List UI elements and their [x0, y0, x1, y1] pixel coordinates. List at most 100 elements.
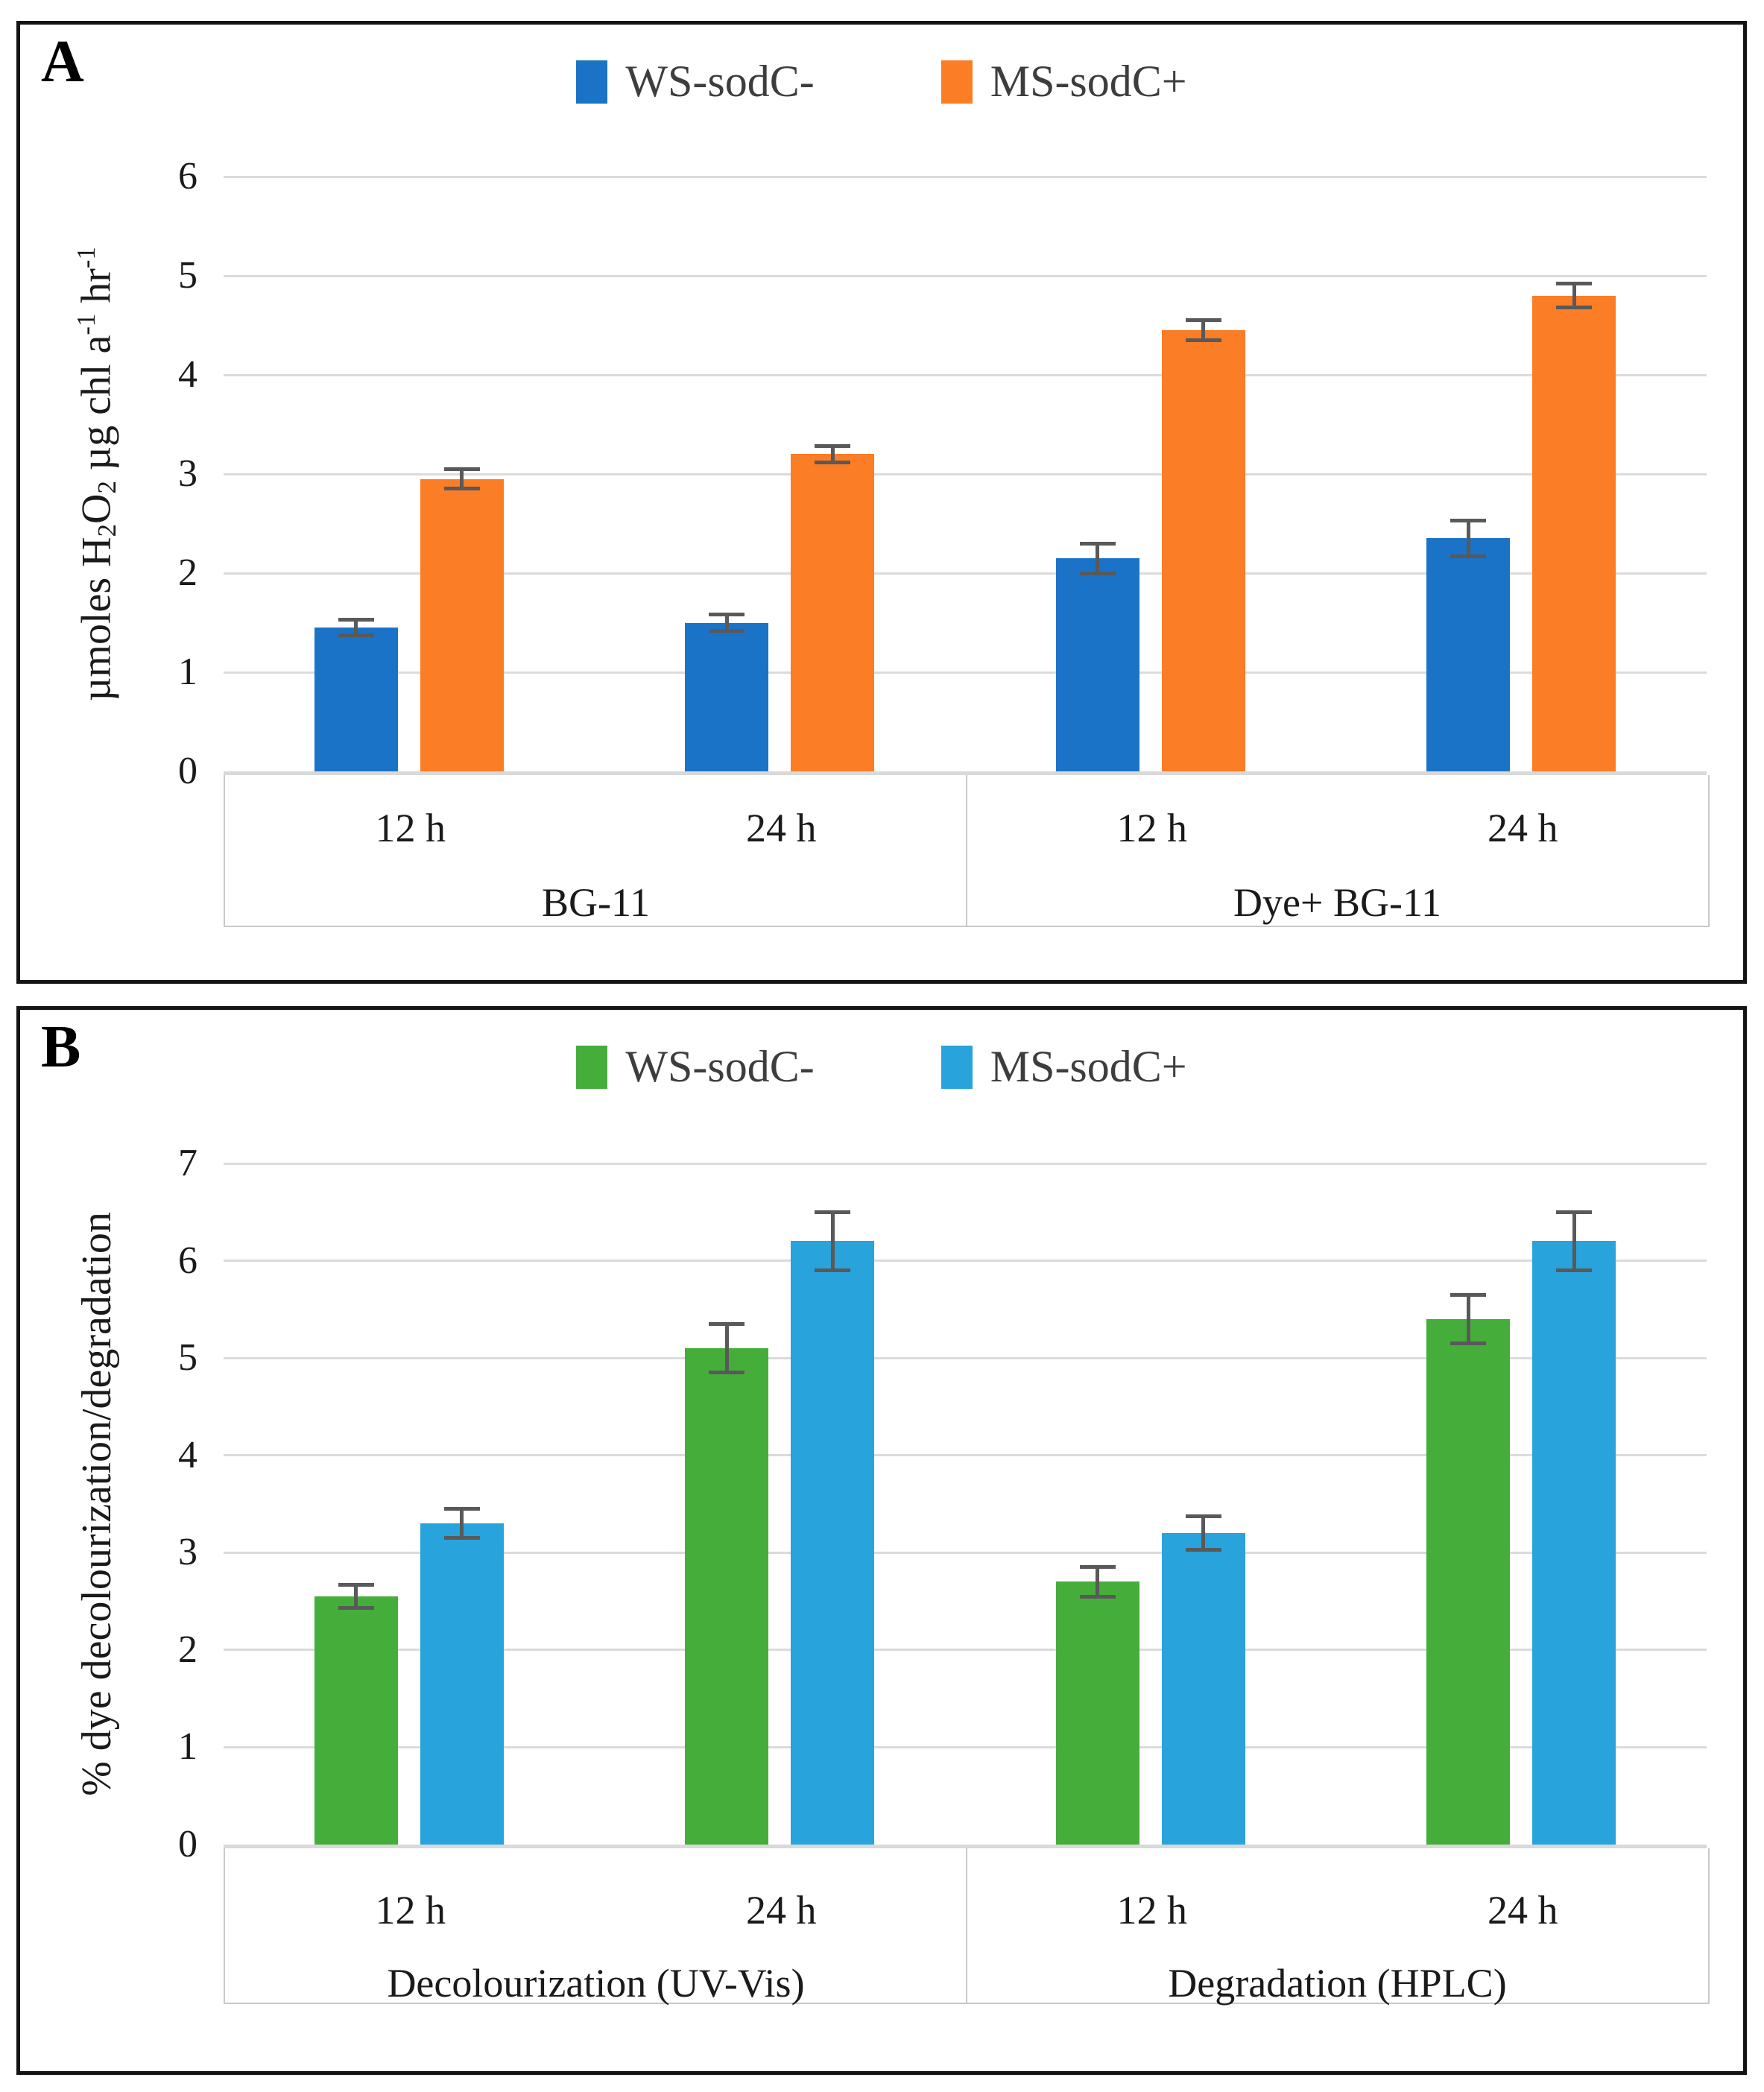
error-bar-cap — [1185, 1547, 1221, 1552]
error-bar-cap — [709, 613, 745, 617]
legend-label: MS-sodC+ — [990, 57, 1187, 106]
legend-item-ms-sodc: MS-sodC+ — [941, 1041, 1187, 1093]
error-bar-cap — [709, 1371, 745, 1375]
error-bar — [1096, 1567, 1100, 1597]
legend-item-ws-sodc: WS-sodC- — [576, 1041, 815, 1093]
error-bar-cap — [1556, 306, 1593, 310]
gridline — [224, 671, 1707, 674]
x-group-label: BG-11 — [542, 880, 650, 925]
error-bar-cap — [443, 487, 480, 491]
y-tick-label: 4 — [178, 1433, 197, 1476]
error-bar-cap — [815, 444, 851, 449]
error-bar-cap — [338, 633, 374, 638]
legend-label: WS-sodC- — [625, 57, 815, 106]
y-tick-label: 0 — [178, 750, 197, 792]
x-axis-group-divider — [966, 775, 967, 926]
y-tick-label: 6 — [178, 1239, 197, 1282]
gridline — [224, 1162, 1707, 1165]
gridline — [224, 1356, 1707, 1359]
bar-ws-sodc-g1 — [314, 628, 398, 771]
bar-ms-sodc-g2 — [791, 454, 875, 771]
error-bar — [1201, 1516, 1206, 1550]
bar-ws-sodc-g2 — [685, 1348, 769, 1845]
x-tick-label: 12 h — [375, 806, 446, 850]
y-axis-title-segment: 2 — [92, 524, 122, 537]
bar-ms-sodc-g4 — [1532, 1241, 1616, 1845]
bar-ws-sodc-g3 — [1055, 558, 1139, 771]
panel-a: A WS-sodC- MS-sodC+ µmoles H2O2 µg chl a-… — [16, 21, 1747, 984]
bar-ws-sodc-g1 — [314, 1596, 398, 1845]
error-bar-cap — [443, 1507, 480, 1511]
panel-a-plot-area: 0 1 2 3 4 5 6 — [178, 157, 1707, 791]
gridline — [224, 373, 1707, 376]
gridline — [224, 274, 1707, 277]
bar-ms-sodc-g1 — [420, 1523, 504, 1845]
error-bar-cap — [338, 618, 374, 622]
error-bar-cap — [1185, 1514, 1221, 1519]
y-axis-title-segment: µmoles H — [73, 537, 120, 701]
bar-ms-sodc-g1 — [420, 478, 504, 771]
error-bar-cap — [815, 1268, 851, 1273]
x-tick-label: 12 h — [1116, 806, 1188, 850]
y-tick-label: 1 — [178, 1725, 197, 1769]
error-bar-cap — [338, 1606, 374, 1611]
y-axis-title-segment: µg chl a — [73, 335, 120, 481]
error-bar — [354, 1584, 358, 1608]
legend-item-ws-sodc: WS-sodC- — [576, 56, 815, 107]
error-bar-cap — [1556, 1210, 1593, 1214]
error-bar-cap — [1079, 541, 1116, 546]
gridline — [224, 175, 1707, 178]
x-group-label: Dye+ BG-11 — [1233, 880, 1441, 925]
panel-b-plot-area: 0 1 2 3 4 5 6 7 — [178, 1144, 1707, 1864]
x-axis-group-divider — [966, 1848, 967, 2003]
bar-ws-sodc-g4 — [1426, 1318, 1511, 1845]
error-bar-cap — [1185, 338, 1221, 342]
error-bar-cap — [1079, 1565, 1116, 1570]
x-group-label: Decolourization (UV-Vis) — [387, 1961, 805, 2006]
y-axis-title-segment: -1 — [71, 313, 101, 335]
error-bar — [724, 614, 729, 631]
gridline — [224, 1745, 1707, 1748]
y-tick-label: 3 — [178, 1531, 197, 1574]
error-bar — [830, 1212, 835, 1271]
error-bar — [460, 469, 464, 489]
gridline — [224, 1551, 1707, 1554]
panel-b-y-axis-title: % dye decolourization/degradation — [73, 1212, 121, 1796]
panel-a-legend: WS-sodC- MS-sodC+ — [20, 56, 1743, 107]
x-tick-label: 24 h — [746, 1888, 817, 1933]
bar-ms-sodc-g4 — [1532, 295, 1616, 771]
gridline — [224, 1454, 1707, 1457]
error-bar-cap — [338, 1582, 374, 1587]
y-axis-title-segment: % dye decolourization/degradation — [74, 1212, 120, 1796]
panel-a-x-axis: 12 h 24 h 12 h 24 h BG-11 Dye+ BG-11 — [224, 775, 1710, 927]
x-tick-label: 24 h — [1488, 1888, 1558, 1933]
panel-b-x-axis: 12 h 24 h 12 h 24 h Decolourization (UV-Vis… — [224, 1848, 1710, 2006]
x-tick-label: 12 h — [1116, 1888, 1188, 1933]
y-tick-label: 7 — [178, 1142, 197, 1184]
error-bar-cap — [1556, 1268, 1593, 1273]
error-bar — [1466, 520, 1470, 557]
legend-swatch-ms-sodc — [941, 60, 973, 104]
x-tick-label: 24 h — [746, 806, 817, 850]
x-tick-label: 12 h — [375, 1888, 446, 1933]
x-axis-group-row: Decolourization (UV-Vis) Degradation (HPL… — [225, 1960, 1708, 2006]
legend-item-ms-sodc: MS-sodC+ — [941, 56, 1187, 107]
legend-swatch-ws-sodc — [576, 60, 608, 104]
error-bar-cap — [443, 1536, 480, 1540]
gridline — [224, 1260, 1707, 1263]
error-bar-cap — [1450, 554, 1487, 558]
panel-b-legend: WS-sodC- MS-sodC+ — [20, 1041, 1743, 1093]
panel-a-y-axis-title: µmoles H2O2 µg chl a-1 hr-1 — [72, 247, 122, 701]
panel-b: B WS-sodC- MS-sodC+ % dye decolourization… — [16, 1006, 1747, 2075]
y-tick-label: 2 — [178, 1628, 197, 1671]
legend-swatch-ms-sodc — [941, 1045, 973, 1089]
error-bar — [724, 1324, 729, 1373]
y-tick-label: 5 — [178, 254, 197, 297]
x-tick-label: 24 h — [1488, 806, 1558, 850]
legend-label: MS-sodC+ — [990, 1042, 1187, 1091]
error-bar — [830, 446, 835, 463]
error-bar-cap — [1079, 1594, 1116, 1599]
legend-swatch-ws-sodc — [576, 1045, 608, 1089]
y-tick-label: 3 — [178, 452, 197, 495]
